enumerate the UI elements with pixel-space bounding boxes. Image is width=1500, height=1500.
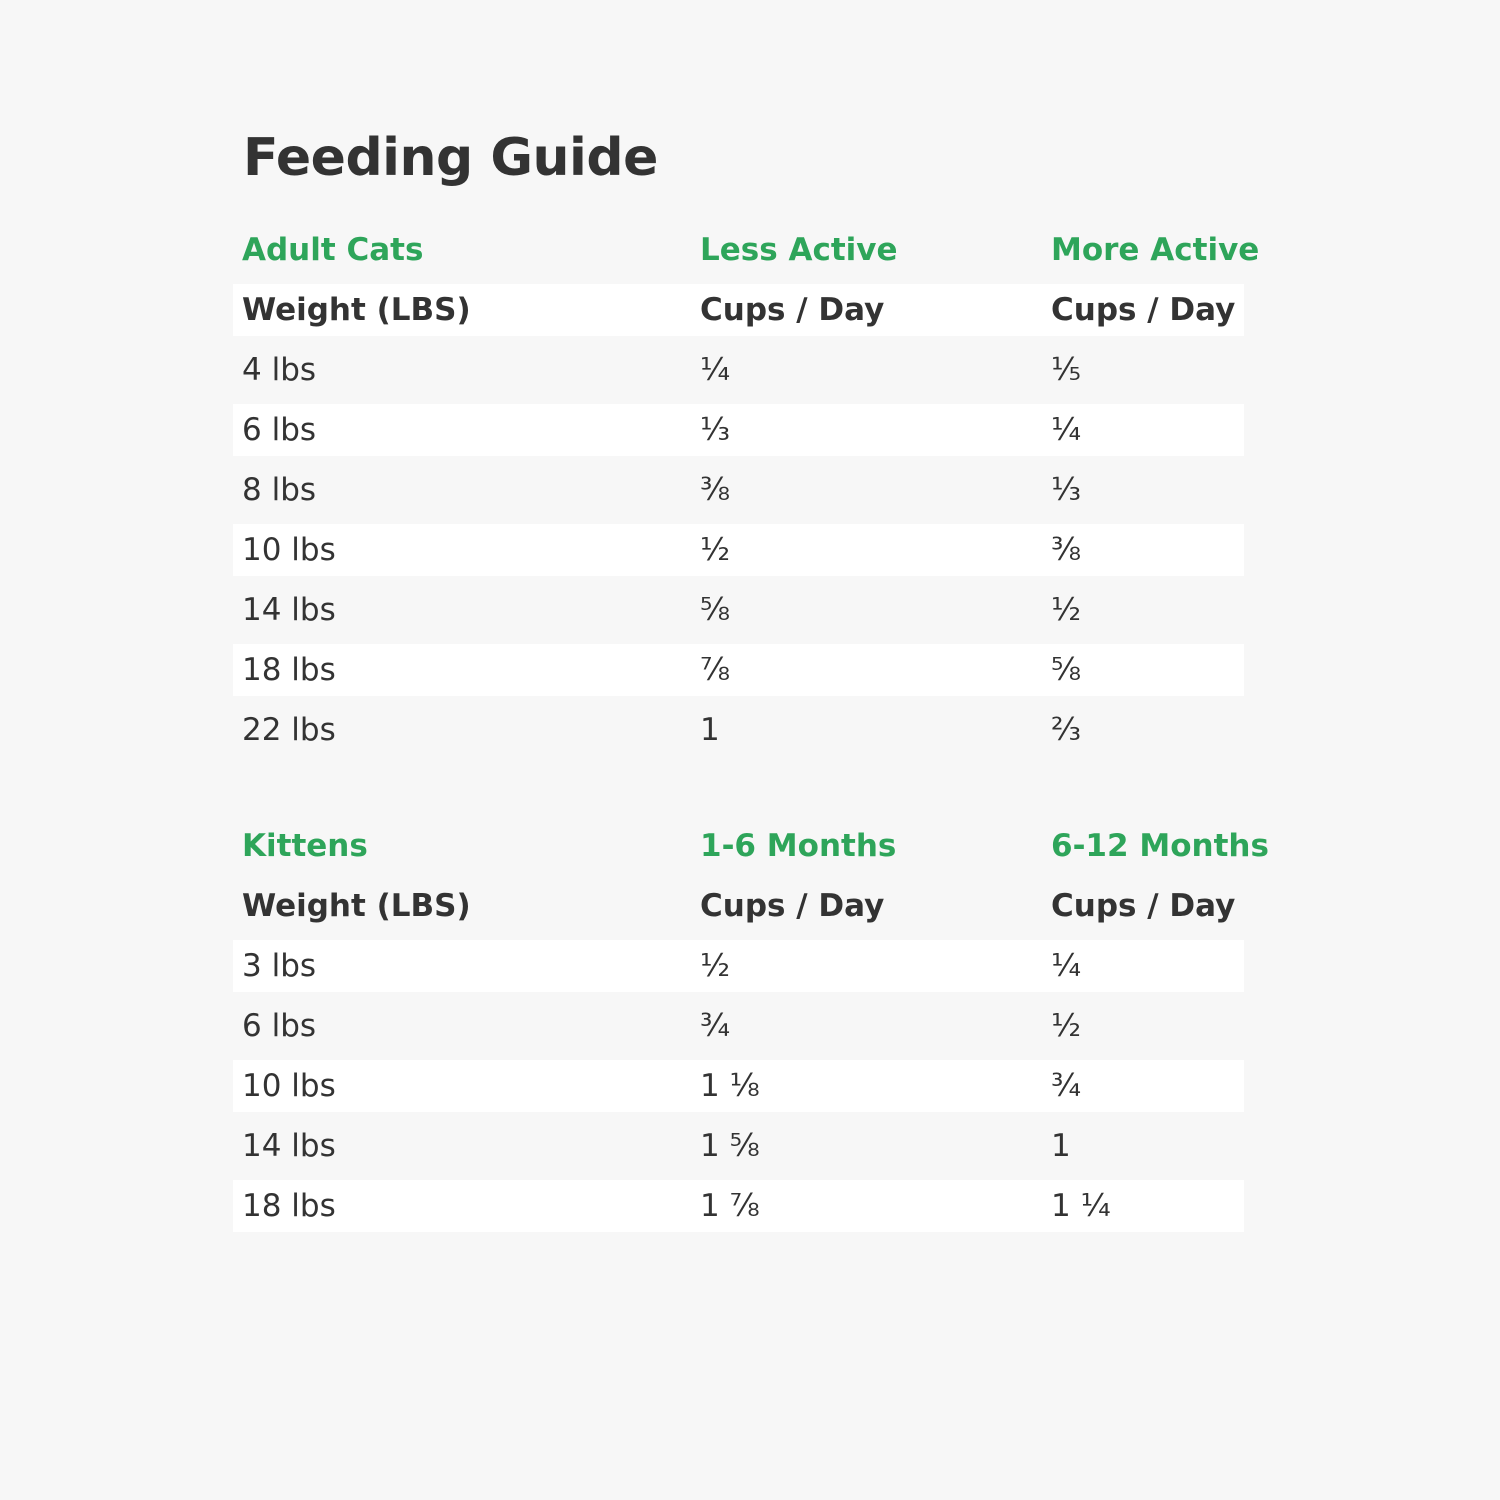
data-row: 10 lbs 1 ⅛ ¾ (233, 1056, 1244, 1116)
cell: 1 (700, 712, 720, 748)
data-row: 18 lbs 1 ⅞ 1 ¼ (233, 1176, 1244, 1236)
row-band (233, 1060, 1244, 1112)
cell: ⅝ (1051, 652, 1082, 688)
cell: ⅜ (700, 472, 731, 508)
row-band (233, 704, 1244, 756)
group-row: Kittens 1-6 Months 6-12 Months (233, 816, 1269, 876)
cell: ⅜ (1051, 532, 1082, 568)
data-row: 22 lbs 1 ⅔ (233, 700, 1244, 760)
cell: ½ (700, 948, 731, 984)
cell: ⅓ (700, 412, 731, 448)
cell: 1 ¼ (1051, 1188, 1111, 1224)
cell: ⅔ (1051, 712, 1082, 748)
data-row: 14 lbs 1 ⅝ 1 (233, 1116, 1244, 1176)
data-row: 6 lbs ¾ ½ (233, 996, 1244, 1056)
cell: 18 lbs (242, 652, 336, 688)
cell: ½ (1051, 1008, 1082, 1044)
row-band (233, 1180, 1244, 1232)
cell: ¾ (1051, 1068, 1082, 1104)
column-header: Weight (LBS) (242, 292, 471, 328)
group-row: Adult Cats Less Active More Active (233, 220, 1259, 280)
cell: 10 lbs (242, 1068, 336, 1104)
cell: 6 lbs (242, 412, 317, 448)
column-header: Cups / Day (1051, 292, 1236, 328)
row-band (233, 1000, 1244, 1052)
cell: ¼ (1051, 412, 1082, 448)
cell: ⅕ (1051, 352, 1082, 388)
row-band (233, 644, 1244, 696)
cell: 8 lbs (242, 472, 317, 508)
row-band (233, 464, 1244, 516)
header-row: Weight (LBS) Cups / Day Cups / Day (233, 280, 1244, 340)
column-header: Cups / Day (700, 888, 885, 924)
cell: 1 ⅛ (700, 1068, 760, 1104)
cell: 10 lbs (242, 532, 336, 568)
group-label: Adult Cats (242, 232, 424, 268)
row-band (233, 404, 1244, 456)
cell: ¾ (700, 1008, 731, 1044)
cell: ⅞ (700, 652, 731, 688)
cell: 4 lbs (242, 352, 317, 388)
cell: ¼ (1051, 948, 1082, 984)
column-header: Weight (LBS) (242, 888, 471, 924)
column-header: Cups / Day (700, 292, 885, 328)
row-band (233, 940, 1244, 992)
cell: 22 lbs (242, 712, 336, 748)
cell: 14 lbs (242, 592, 336, 628)
header-row: Weight (LBS) Cups / Day Cups / Day (233, 876, 1244, 936)
group-label: Kittens (242, 828, 368, 864)
cell: 1 (1051, 1128, 1071, 1164)
adult-table: Adult Cats Less Active More Active Weight (… (233, 220, 1259, 760)
group-label: 6-12 Months (1051, 828, 1269, 864)
data-row: 4 lbs ¼ ⅕ (233, 340, 1244, 400)
cell: 6 lbs (242, 1008, 317, 1044)
data-row: 3 lbs ½ ¼ (233, 936, 1244, 996)
group-label: Less Active (700, 232, 898, 268)
row-band (233, 284, 1244, 336)
row-band (233, 344, 1244, 396)
cell: 14 lbs (242, 1128, 336, 1164)
cell: 18 lbs (242, 1188, 336, 1224)
column-header: Cups / Day (1051, 888, 1236, 924)
data-row: 8 lbs ⅜ ⅓ (233, 460, 1244, 520)
row-band (233, 524, 1244, 576)
cell: ½ (1051, 592, 1082, 628)
cell: ½ (700, 532, 731, 568)
cell: 1 ⅝ (700, 1128, 760, 1164)
cell: 1 ⅞ (700, 1188, 760, 1224)
kitten-table: Kittens 1-6 Months 6-12 Months Weight (LBS)… (233, 816, 1269, 1236)
group-label: More Active (1051, 232, 1260, 268)
data-row: 18 lbs ⅞ ⅝ (233, 640, 1244, 700)
cell: 3 lbs (242, 948, 317, 984)
cell: ⅓ (1051, 472, 1082, 508)
data-row: 10 lbs ½ ⅜ (233, 520, 1244, 580)
cell: ⅝ (700, 592, 731, 628)
title: Feeding Guide (243, 128, 658, 188)
row-band (233, 584, 1244, 636)
group-label: 1-6 Months (700, 828, 897, 864)
cell: ¼ (700, 352, 731, 388)
data-row: 6 lbs ⅓ ¼ (233, 400, 1244, 460)
data-row: 14 lbs ⅝ ½ (233, 580, 1244, 640)
